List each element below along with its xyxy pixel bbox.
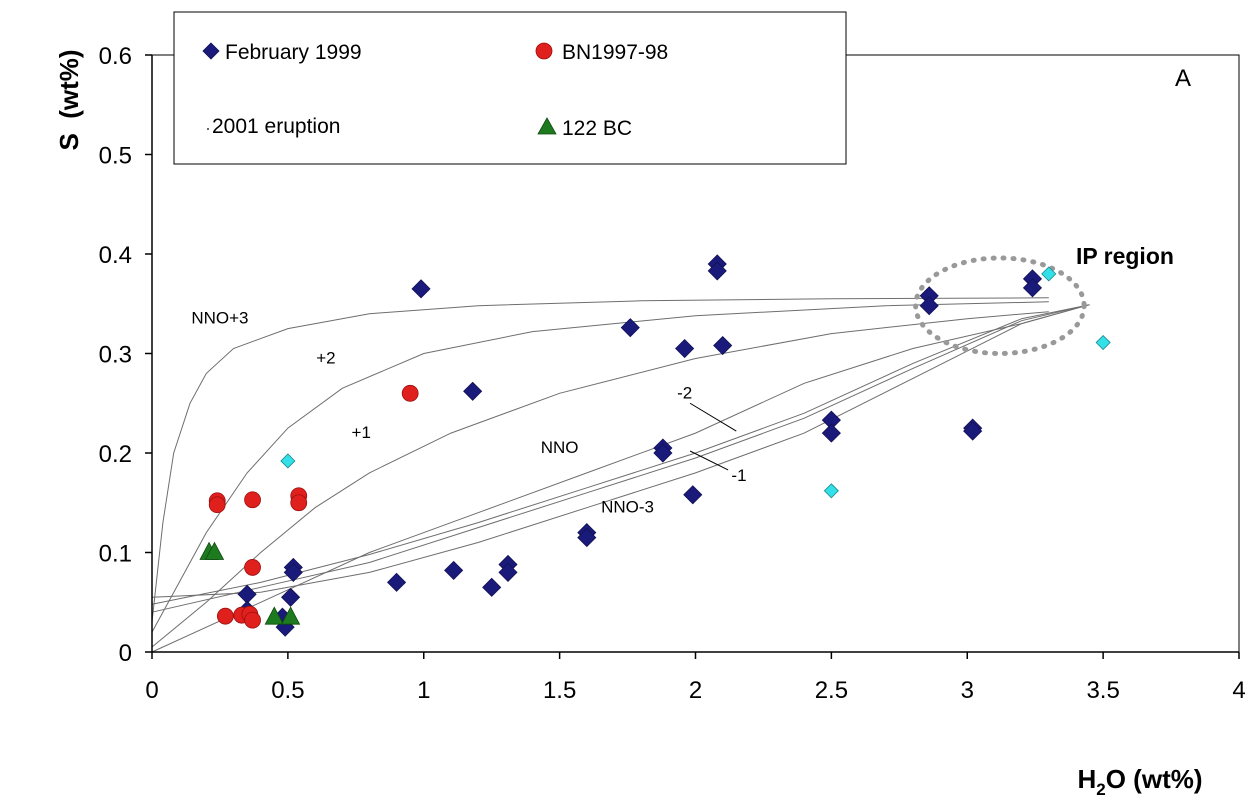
- legend-label-122-bc: 122 BC: [562, 117, 632, 140]
- y-axis-title: S (wt%): [54, 49, 84, 150]
- point-february-1999: [387, 572, 407, 592]
- point-bn1997-98: [290, 494, 308, 512]
- legend-marker-february-1999: [202, 42, 220, 60]
- ticks-layer: 0 0.5 1 1.5 2 2.5 3 3.5 4 0 0.1 0.2 0.3 0.4 0.5 0.6: [99, 43, 1246, 704]
- curve-minus1: [151, 304, 1090, 605]
- point-february-1999: [653, 443, 673, 463]
- curve-label: NNO-3: [601, 498, 654, 517]
- point-bn1997-98: [401, 384, 419, 402]
- x-tick-label: 4: [1232, 677, 1245, 704]
- point-february-1999: [463, 381, 483, 401]
- legend-marker-122-bc: [537, 117, 557, 135]
- point-february-1999: [281, 587, 301, 607]
- x-axis-title: H2O (wt%): [1077, 764, 1202, 799]
- curve-label: NNO: [541, 438, 579, 457]
- curve-label: -1: [731, 466, 746, 485]
- y-tick-label: 0.2: [99, 441, 132, 468]
- x-tick-label: 0: [145, 677, 158, 704]
- y-tick-label: 0.6: [99, 43, 132, 70]
- x-tick-label: 1.5: [543, 677, 576, 704]
- point-february-1999: [577, 528, 597, 548]
- point-february-1999: [1022, 278, 1043, 298]
- point-february-1999: [963, 421, 983, 441]
- point-february-1999: [283, 562, 303, 582]
- point-february-1999: [821, 423, 841, 443]
- legend-label-bn1997-98: BN1997-98: [562, 41, 668, 64]
- point-february-1999: [675, 338, 695, 359]
- point-february-1999: [713, 335, 733, 356]
- x-tick-label: 1: [417, 677, 430, 704]
- curve-nno: [151, 304, 1090, 653]
- curve-labels-layer: NNO+3 +2 +1 NNO -2 -1 NNO-3 IP region: [191, 243, 1174, 517]
- point-2001-eruption: [1095, 334, 1111, 351]
- point-february-1999: [707, 261, 727, 281]
- point-february-1999: [620, 318, 640, 338]
- legend-marker-bn1997-98: [535, 42, 553, 60]
- x-tick-label: 0.5: [271, 677, 304, 704]
- curve-nnoplus3: [151, 297, 1049, 623]
- ip-region-label: IP region: [1076, 243, 1174, 269]
- curve-plus2: [151, 301, 1049, 633]
- point-122-bc: [264, 606, 284, 625]
- legend-label-2001-eruption: 2001 eruption: [212, 115, 340, 138]
- point-2001-eruption: [280, 453, 296, 469]
- ip-region-ellipse: [913, 255, 1087, 356]
- x-axis-title-rest: O (wt%): [1106, 764, 1203, 794]
- y-tick-label: 0.1: [99, 541, 132, 568]
- x-axis-title-subscript: 2: [1096, 780, 1105, 799]
- point-february-1999: [683, 485, 703, 505]
- point-2001-eruption: [1041, 266, 1057, 282]
- point-122-bc: [204, 541, 225, 560]
- curve-label-leader: [689, 450, 729, 471]
- point-february-1999: [444, 560, 464, 580]
- point-february-1999: [411, 279, 431, 299]
- point-bn1997-98: [244, 611, 261, 629]
- point-2001-eruption: [823, 483, 839, 499]
- x-tick-label: 2.5: [815, 677, 848, 704]
- point-february-1999: [482, 577, 502, 597]
- y-tick-label: 0.3: [99, 342, 132, 369]
- curve-label: NNO+3: [191, 309, 248, 328]
- panel-label: A: [1175, 65, 1191, 92]
- point-bn1997-98: [244, 491, 261, 509]
- points-layer: [199, 254, 1111, 637]
- legend: February 1999 BN1997-98 2001 eruption 12…: [173, 11, 847, 165]
- curve-minus2: [151, 304, 1090, 613]
- curve-label: +2: [316, 348, 335, 367]
- curve-plus1: [151, 311, 1049, 648]
- point-122-bc: [280, 606, 301, 625]
- point-february-1999: [919, 296, 939, 316]
- x-tick-label: 3.5: [1086, 677, 1119, 704]
- y-tick-label: 0.5: [99, 143, 132, 170]
- point-february-1999: [498, 562, 518, 582]
- point-bn1997-98: [216, 607, 234, 625]
- point-bn1997-98: [208, 496, 226, 514]
- legend-marker-2001-eruption: [207, 128, 209, 130]
- x-tick-label: 3: [961, 677, 974, 704]
- point-bn1997-98: [244, 559, 261, 576]
- x-tick-label: 2: [689, 677, 702, 704]
- curve-label: -2: [677, 383, 692, 402]
- legend-label-february-1999: February 1999: [225, 41, 362, 64]
- curve-label: +1: [352, 423, 371, 442]
- y-tick-label: 0.4: [99, 242, 132, 269]
- curve-label-leader: [689, 402, 737, 432]
- y-tick-label: 0: [119, 640, 132, 667]
- legend-box: [173, 11, 847, 165]
